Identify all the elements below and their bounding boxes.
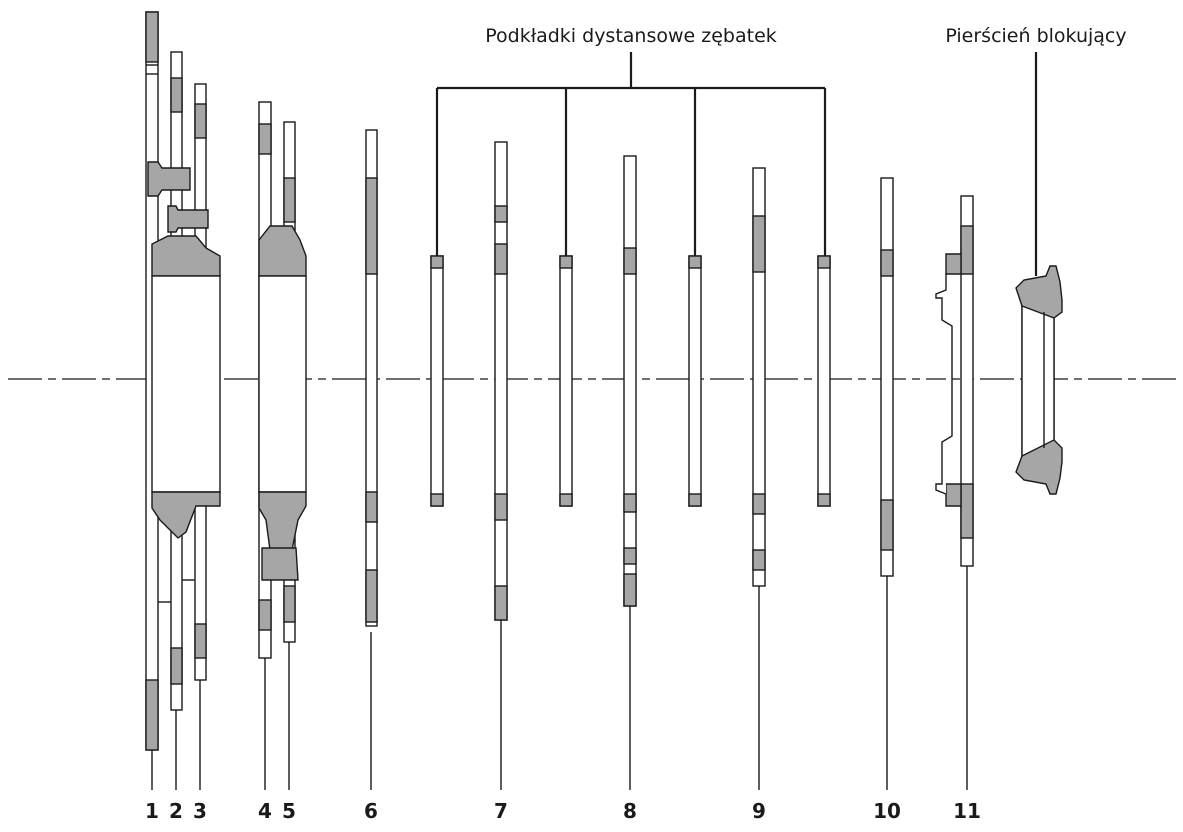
sprocket-group-4-5 [258, 101, 307, 790]
spacer-washer [817, 255, 831, 507]
sprocket-11 [935, 195, 974, 790]
sprocket-6 [365, 129, 378, 790]
part-number-7: 7 [494, 799, 508, 823]
sprocket-10 [880, 177, 894, 790]
part-number-5: 5 [282, 799, 296, 823]
part-number-10: 10 [873, 799, 901, 823]
sprocket-9 [752, 167, 766, 790]
part-number-6: 6 [364, 799, 378, 823]
part-number-3: 3 [193, 799, 207, 823]
sprocket-8 [623, 155, 637, 790]
spacers-callout-bracket [435, 52, 827, 256]
sprocket-7 [494, 141, 508, 790]
part-number-2: 2 [169, 799, 183, 823]
part-number-8: 8 [623, 799, 637, 823]
part-number-11: 11 [953, 799, 981, 823]
spacer-washer [688, 255, 702, 507]
part-number-4: 4 [258, 799, 272, 823]
part-number-9: 9 [752, 799, 766, 823]
spacer-washer [559, 255, 573, 507]
spacer-washer [430, 255, 444, 507]
part-number-1: 1 [145, 799, 159, 823]
lockring [1015, 265, 1063, 495]
spacers-label: Podkładki dystansowe zębatek [485, 25, 777, 47]
sprocket-group-1-2-3 [145, 11, 221, 790]
lockring-label: Pierścień blokujący [945, 25, 1126, 47]
